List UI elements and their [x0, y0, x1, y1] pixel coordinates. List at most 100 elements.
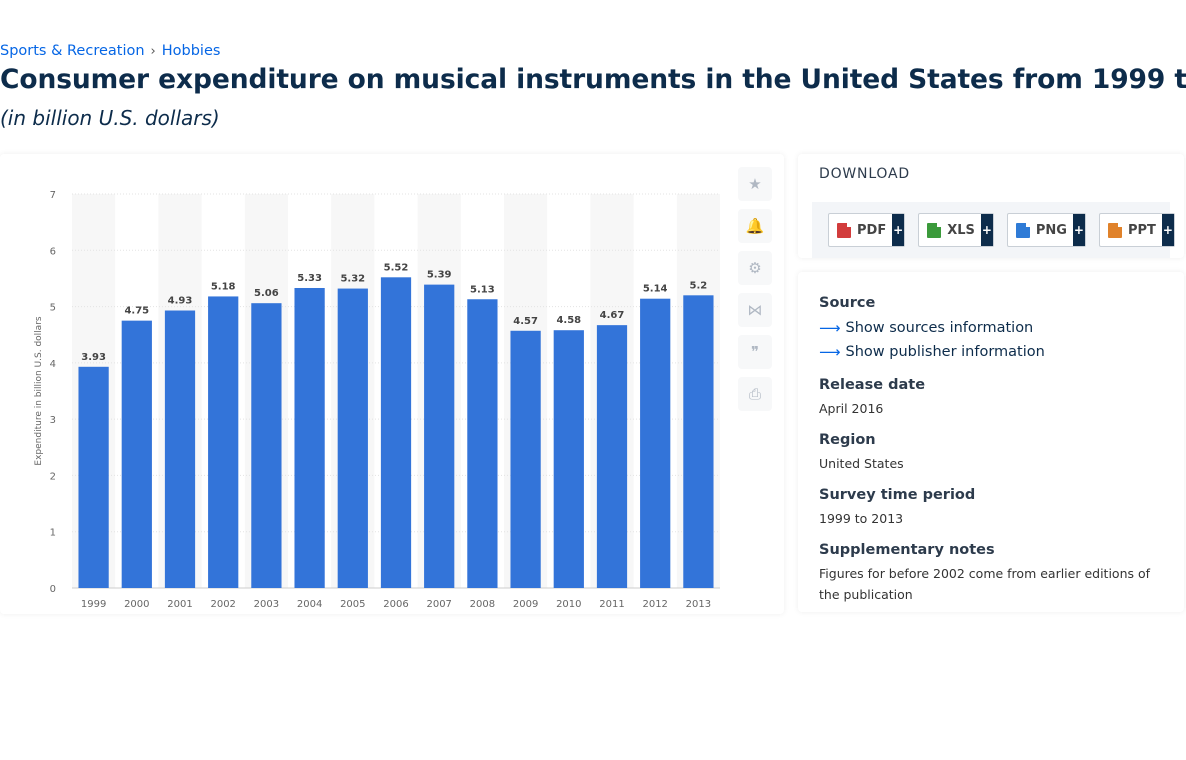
bar-2009 [510, 330, 541, 588]
download-pdf-button[interactable]: PDF + [828, 213, 906, 247]
show-sources-link[interactable]: ⟶ Show sources information [819, 319, 1033, 337]
notification-button[interactable]: 🔔 [738, 209, 772, 243]
plus-icon: + [980, 214, 993, 246]
data-label: 4.75 [124, 306, 149, 317]
data-label: 3.93 [81, 352, 106, 363]
breadcrumb-link-sports[interactable]: Sports & Recreation [0, 43, 145, 59]
bar-2006 [380, 277, 412, 588]
bar-2004 [294, 287, 325, 588]
arrow-right-icon: ⟶ [819, 343, 841, 361]
download-buttons: PDF + XLS + PNG + PPT + [812, 202, 1175, 258]
y-tick-label: 1 [50, 528, 56, 539]
supplementary-notes-value: Figures for before 2002 come from earlie… [819, 566, 1151, 602]
download-title: DOWNLOAD [819, 166, 910, 182]
y-tick-label: 3 [50, 415, 56, 426]
x-tick-label: 2009 [513, 599, 538, 610]
plus-icon: + [892, 214, 905, 246]
bar-2007 [424, 284, 455, 588]
x-tick-label: 2003 [254, 599, 279, 610]
release-date-value: April 2016 [819, 401, 884, 416]
bar-2000 [121, 320, 152, 588]
x-tick-label: 2012 [642, 599, 667, 610]
print-button[interactable]: ⎙ [738, 377, 772, 411]
cite-button[interactable]: ❞ [738, 335, 772, 369]
breadcrumb: Sports & Recreation › Hobbies [0, 43, 220, 59]
source-heading: Source [819, 295, 876, 311]
ppt-file-icon [1107, 222, 1122, 238]
show-publisher-link[interactable]: ⟶ Show publisher information [819, 343, 1045, 361]
favorite-button[interactable]: ★ [738, 167, 772, 201]
survey-period-value: 1999 to 2013 [819, 511, 904, 526]
y-tick-label: 2 [50, 471, 56, 482]
region-heading: Region [819, 432, 876, 448]
data-label: 5.06 [254, 288, 279, 299]
download-ppt-label: PPT [1127, 222, 1156, 238]
chart-card: 0 1 2 3 4 5 6 7 Expenditure in billion U.S. doll… [0, 154, 784, 614]
x-tick-label: 1999 [81, 599, 106, 610]
y-tick-label: 6 [50, 246, 56, 257]
y-tick-label: 0 [50, 584, 56, 595]
x-tick-label: 2006 [383, 599, 408, 610]
pdf-file-icon [837, 222, 851, 238]
x-tick-label: 2004 [297, 599, 322, 610]
x-tick-label: 2011 [599, 599, 624, 610]
bar-2012 [640, 298, 671, 588]
plus-icon: + [1072, 214, 1085, 246]
release-date-heading: Release date [819, 377, 926, 393]
y-tick-label: 7 [50, 190, 56, 201]
download-png-button[interactable]: PNG + [1006, 213, 1086, 247]
bar-2001 [164, 310, 196, 588]
x-tick-label: 2001 [167, 599, 192, 610]
x-tick-label: 2002 [210, 599, 235, 610]
y-axis-label: Expenditure in billion U.S. dollars [34, 316, 44, 465]
x-tick-label: 2007 [426, 599, 451, 610]
share-icon: ⋈ [747, 301, 763, 319]
x-tick-label: 2010 [556, 599, 581, 610]
page-title: Consumer expenditure on musical instrume… [0, 64, 1186, 95]
data-label: 5.2 [690, 280, 708, 291]
page-subtitle: (in billion U.S. dollars) [0, 106, 220, 130]
y-tick-label: 4 [50, 359, 56, 370]
statistic-info-panel: Source ⟶ Show sources information ⟶ Show… [798, 272, 1184, 612]
download-panel: DOWNLOAD PDF + XLS + PNG + PPT + [798, 154, 1184, 258]
share-button[interactable]: ⋈ [738, 293, 772, 327]
arrow-right-icon: ⟶ [819, 319, 841, 337]
bar-2002 [208, 296, 239, 588]
data-label: 4.67 [600, 310, 625, 321]
supplementary-notes-heading: Supplementary notes [819, 542, 995, 558]
settings-button[interactable]: ⚙ [738, 251, 772, 285]
data-label: 5.52 [384, 262, 409, 273]
data-label: 5.39 [427, 270, 452, 281]
download-pdf-label: PDF [857, 222, 887, 238]
x-tick-label: 2008 [470, 599, 495, 610]
data-label: 4.57 [513, 316, 538, 327]
bar-1999 [78, 366, 109, 588]
bar-2003 [251, 303, 282, 588]
png-file-icon [1015, 222, 1030, 238]
download-xls-label: XLS [947, 222, 975, 238]
chart-toolbar: ★ 🔔 ⚙ ⋈ ❞ ⎙ [738, 167, 772, 419]
x-tick-label: 2005 [340, 599, 365, 610]
survey-period-heading: Survey time period [819, 487, 976, 503]
data-label: 5.18 [211, 281, 236, 292]
data-label: 5.32 [340, 274, 365, 285]
download-xls-button[interactable]: XLS + [918, 213, 994, 247]
data-label: 5.33 [297, 273, 322, 284]
bar-2008 [467, 299, 498, 588]
x-tick-label: 2000 [124, 599, 149, 610]
quote-icon: ❞ [750, 343, 760, 361]
data-label: 4.58 [556, 315, 581, 326]
data-label: 5.13 [470, 284, 495, 295]
show-publisher-label: Show publisher information [845, 344, 1045, 360]
download-ppt-button[interactable]: PPT + [1098, 213, 1175, 247]
bar-2013 [683, 295, 714, 588]
x-tick-label: 2013 [686, 599, 711, 610]
breadcrumb-separator-icon: › [150, 43, 156, 59]
breadcrumb-link-hobbies[interactable]: Hobbies [161, 43, 221, 59]
data-label: 5.14 [643, 284, 668, 295]
bar-2011 [596, 325, 628, 588]
data-label: 4.93 [168, 296, 193, 307]
bar-2010 [553, 330, 584, 588]
bar-2005 [337, 288, 368, 588]
xls-file-icon [927, 222, 942, 238]
